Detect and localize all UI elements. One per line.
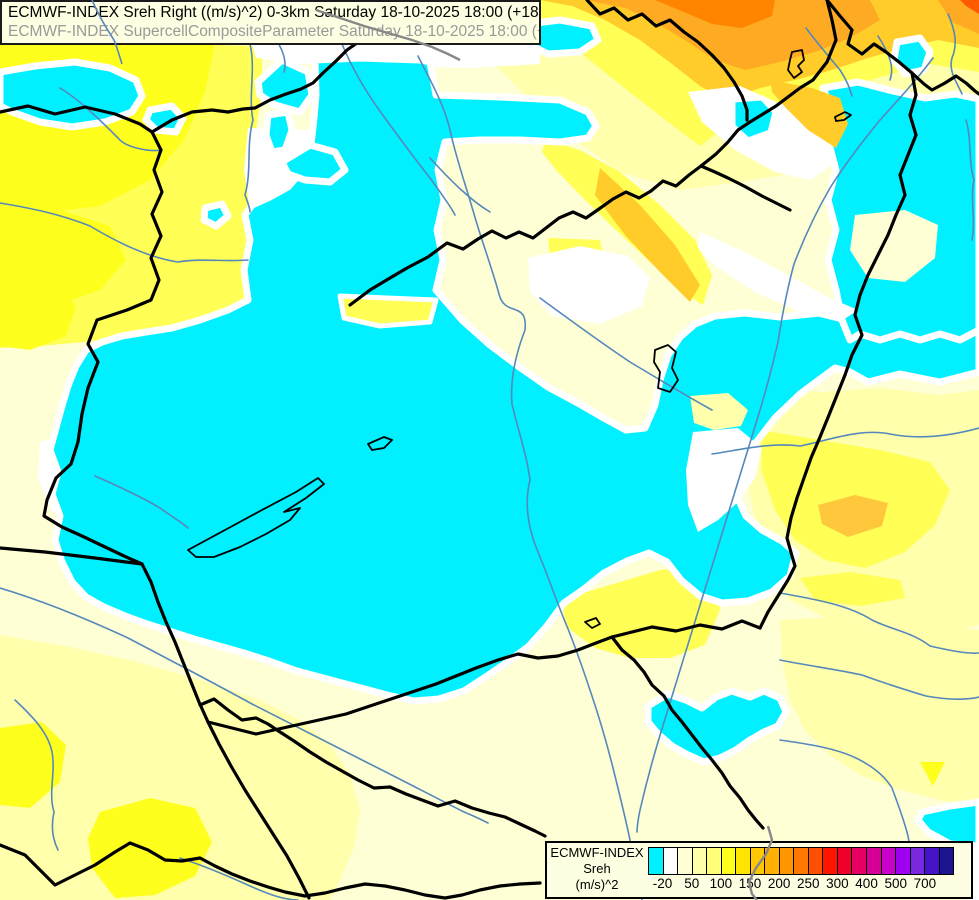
- legend-model-label: ECMWF-INDEX: [550, 845, 644, 860]
- river-lines: [0, 13, 979, 900]
- legend-tick-label: 50: [684, 876, 700, 891]
- cyan-central-lobe: [46, 54, 979, 705]
- legend-color-cell: [808, 848, 824, 874]
- lake-outlines: [187, 49, 852, 629]
- legend-tick-label: -20: [652, 876, 673, 891]
- legend-color-cell: [910, 848, 926, 874]
- legend-tick-label: 150: [738, 876, 762, 891]
- lake-tisza: [653, 344, 679, 393]
- legend-color-cell: [866, 848, 882, 874]
- legend-color-cell: [794, 848, 809, 874]
- legend-units-label: (m/s)^2: [575, 877, 619, 892]
- legend-color-cell: [692, 848, 708, 874]
- legend-tick-label: 300: [826, 876, 849, 891]
- legend-tick-label: 200: [767, 876, 791, 891]
- legend-color-cell: [707, 848, 722, 874]
- legend-color-cell: [750, 848, 766, 874]
- legend-parameter-label: Sreh: [583, 861, 611, 876]
- legend-color-cell: [678, 848, 693, 874]
- legend-color-cell: [721, 848, 737, 874]
- legend-color-cell: [823, 848, 838, 874]
- legend-color-cell: [765, 848, 780, 874]
- legend-tick-label: 400: [855, 876, 878, 891]
- contour-east-fields: [700, 385, 979, 808]
- legend-text-block: ECMWF-INDEX Sreh (m/s)^2: [547, 845, 647, 893]
- contour-cyan-overlays: [337, 80, 938, 532]
- legend-color-cell: [837, 848, 853, 874]
- legend-color-cell: [649, 848, 664, 874]
- legend-colorbar: [648, 847, 954, 875]
- legend: ECMWF-INDEX Sreh (m/s)^2 -20 50 100 150 200 2…: [545, 841, 973, 899]
- legend-color-cell: [939, 848, 954, 874]
- legend-tick-label: 250: [797, 876, 820, 891]
- contour-cyan-lobes: [0, 16, 979, 900]
- legend-color-cell: [852, 848, 867, 874]
- map-title-primary: ECMWF-INDEX Sreh Right ((m/s)^2) 0-3km S…: [8, 4, 541, 21]
- map-title-box: ECMWF-INDEX Sreh Right ((m/s)^2) 0-3km S…: [0, 0, 541, 45]
- legend-color-cell: [925, 848, 940, 874]
- legend-tick-label: 700: [913, 876, 937, 891]
- legend-color-cell: [736, 848, 751, 874]
- lake-velence: [367, 436, 393, 451]
- legend-color-cell: [896, 848, 911, 874]
- cyan-south-wedge: [644, 687, 790, 766]
- legend-tick-label: 500: [884, 876, 907, 891]
- legend-color-cell: [663, 848, 679, 874]
- lake-balaton: [187, 477, 325, 558]
- map-title-secondary: ECMWF-INDEX SupercellCompositeParameter …: [8, 23, 541, 40]
- legend-color-cell: [881, 848, 897, 874]
- legend-tick-labels: -20 50 100 150 200 250 300 400 500 700: [648, 876, 954, 894]
- legend-tick-label: 100: [709, 876, 733, 891]
- legend-color-cell: [779, 848, 795, 874]
